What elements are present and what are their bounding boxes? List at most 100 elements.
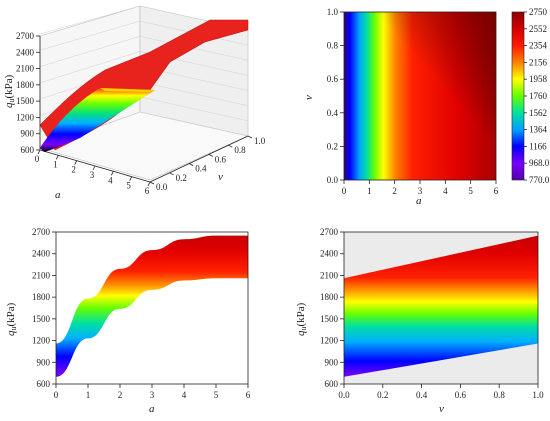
y-tick-label: 1.0: [327, 7, 339, 17]
y-tick-label: 1200: [320, 336, 339, 346]
a-tick-mark: [110, 171, 114, 176]
v-tick-label: 0.0: [156, 182, 168, 192]
z-tick-label: 1200: [16, 112, 35, 122]
qu-vs-v-band: [344, 235, 538, 377]
qu-vs-a-chart: 0 1 2 3 4 5 6 600 900 1200 1500 1800 2100 2400 2700 a…: [5, 227, 251, 415]
a-tick-label: 6: [145, 186, 150, 196]
gridline: [39, 20, 141, 51]
colorbar-tick-label: 1166: [529, 141, 547, 151]
y-tick-label: 0.8: [327, 41, 339, 51]
heatmap-shading: [344, 12, 496, 180]
qu-vs-v-y-label: qu(kPa): [295, 302, 308, 336]
qu-vs-v-chart: 0.0 0.2 0.4 0.6 0.8 1.0 600 900 1200 1500 1800 210…: [295, 227, 544, 415]
y-tick-label: 2700: [32, 227, 51, 237]
x-tick-label: 6: [246, 390, 251, 400]
x-tick-label: 4: [182, 390, 187, 400]
heatmap-x-label: a: [416, 195, 422, 207]
qu-vs-v-x-ticks: 0.0 0.2 0.4 0.6 0.8 1.0: [338, 384, 544, 400]
v-tick-label: 0.4: [195, 164, 207, 174]
a-tick-label: 1: [53, 159, 58, 169]
colorbar-tick-label: 2156: [529, 57, 548, 67]
y-tick-label: 0.6: [327, 74, 339, 84]
qu-vs-v-panel: 0.0 0.2 0.4 0.6 0.8 1.0 600 900 1200 1500 1800 210…: [290, 212, 550, 416]
gridline: [139, 96, 249, 122]
y-tick-label: 1800: [32, 292, 51, 302]
gridline: [139, 111, 249, 137]
x-tick-label: 1: [86, 390, 91, 400]
qu-vs-a-y-ticks: 600 900 1200 1500 1800 2100 2400 2700: [32, 227, 56, 389]
colorbar-tick-label: 2552: [529, 24, 547, 34]
colorbar-tick-label: 2750: [529, 7, 548, 17]
x-tick-label: 0.8: [494, 390, 506, 400]
v-tick-mark: [247, 135, 253, 139]
a-tick-mark: [92, 165, 96, 171]
heatmap-x-ticks: 0 1 2 3 4 5 6: [342, 180, 499, 196]
z-tick-label: 2700: [16, 31, 35, 41]
qu-vs-v-frame: [343, 231, 539, 385]
v-tick-mark: [169, 172, 174, 176]
z-tick-label: 900: [21, 129, 35, 139]
x-tick-label: 5: [468, 186, 473, 196]
surface-low-region: [40, 88, 155, 152]
v-tick-mark: [228, 144, 233, 148]
gridline: [39, 36, 141, 67]
qu-vs-a-panel: 0 1 2 3 4 5 6 600 900 1200 1500 1800 2100 2400 2700 a…: [0, 212, 275, 416]
colorbar-tick-label: 1760: [529, 91, 548, 101]
a-tick-label: 4: [108, 175, 113, 185]
y-tick-label: 0.0: [327, 175, 339, 185]
a-tick-label: 0: [35, 154, 40, 164]
heatmap-y-label: v: [303, 95, 315, 100]
z-tick-label: 600: [21, 145, 35, 155]
x-tick-label: 0: [54, 390, 59, 400]
a-tick-mark: [55, 155, 59, 160]
x-tick-label: 2: [118, 390, 123, 400]
z-axis-label: qu(kPa): [3, 74, 16, 108]
v-axis-line: [149, 135, 249, 183]
y-tick-label: 600: [37, 379, 51, 389]
z-tick-label: 1800: [16, 80, 35, 90]
a-tick-labels: 0 1 2 3 4 5 6: [35, 149, 151, 196]
y-tick-label: 1800: [320, 292, 339, 302]
gridline: [39, 5, 141, 35]
colorbar-tick-label: 1562: [529, 108, 547, 118]
v-tick-mark: [189, 163, 194, 166]
a-tick-mark: [37, 149, 41, 155]
y-tick-label: 600: [325, 379, 339, 389]
colorbar-tick-label: 1364: [529, 125, 548, 135]
colorbar-tick-label: 968.0: [529, 158, 550, 168]
x-tick-label: 1: [367, 186, 372, 196]
x-tick-label: 0.6: [455, 390, 467, 400]
colorbar-tick-label: 2354: [529, 41, 548, 51]
y-tick-label: 2100: [320, 270, 339, 280]
v-tick-label: 0.6: [215, 154, 227, 164]
y-tick-label: 2400: [320, 249, 339, 259]
v-axis-label: v: [218, 171, 223, 183]
x-tick-label: 1.0: [532, 390, 544, 400]
a-tick-mark: [74, 160, 78, 165]
v-tick-label: 1.0: [254, 136, 266, 146]
x-tick-label: 4: [443, 186, 448, 196]
a-axis-label: a: [55, 189, 61, 201]
gridline: [139, 81, 249, 106]
x-tick-label: 2: [392, 186, 397, 196]
x-tick-label: 0.2: [377, 390, 388, 400]
surface-3d-chart: 600 900 1200 1500 1800 2100 2400 2700 0 1 2 3 4 5 6 0…: [3, 5, 266, 201]
y-tick-label: 900: [325, 357, 339, 367]
colorbar-tick-label: 1958: [529, 74, 548, 84]
a-tick-label: 3: [90, 170, 95, 180]
qu-vs-a-band: [56, 235, 248, 377]
y-tick-label: 2100: [32, 270, 51, 280]
qu-vs-a-x-ticks: 0 1 2 3 4 5 6: [54, 384, 251, 400]
v-tick-label: 0.2: [176, 173, 187, 183]
v-tick-label: 0.8: [234, 145, 246, 155]
z-tick-label: 1500: [16, 96, 35, 106]
x-tick-label: 6: [494, 186, 499, 196]
qu-vs-v-x-label: v: [439, 403, 444, 415]
y-tick-label: 2700: [320, 227, 339, 237]
gridline: [39, 51, 141, 84]
a-tick-mark: [147, 181, 151, 187]
surface-transition: [100, 88, 155, 92]
z-tick-label: 2100: [16, 64, 35, 74]
